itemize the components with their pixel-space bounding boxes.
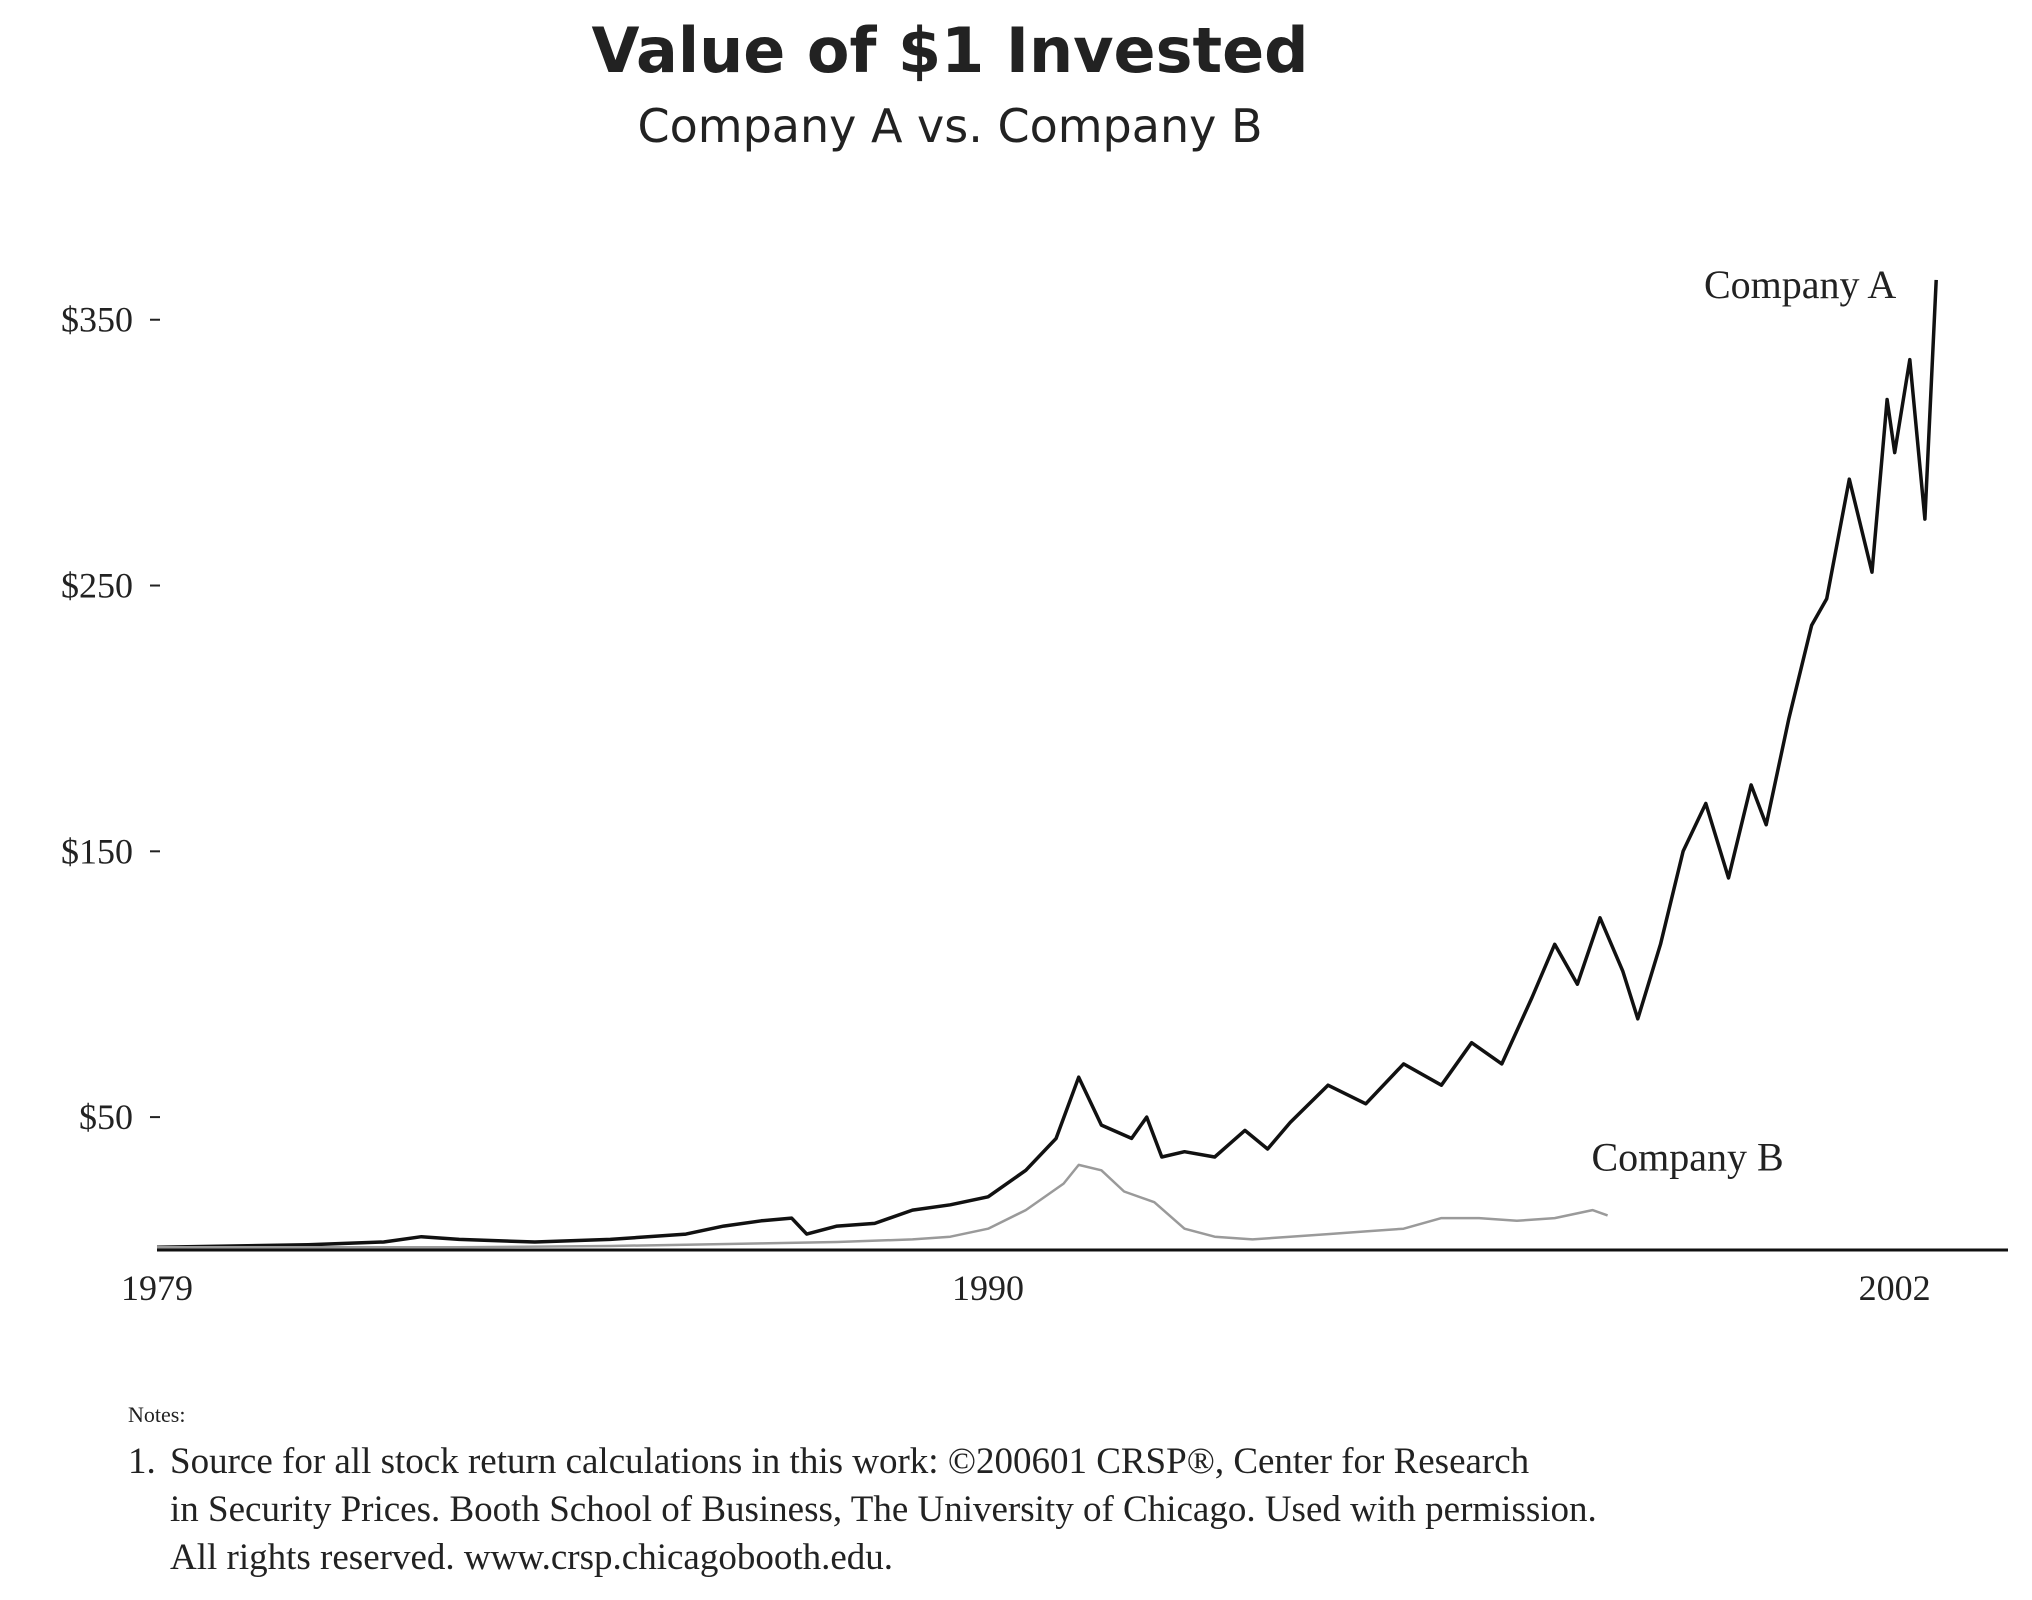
y-tick-label: $150 [61,831,133,871]
plot-area: $50 $150 $250 $350 1979 1990 2002 Company A Comp… [61,262,2008,1308]
note-text-1: Source for all stock return calculations… [170,1441,1530,1482]
x-tick-label: 1990 [952,1268,1024,1308]
series-label-company-a: Company A [1704,262,1896,307]
series-label-company-b: Company B [1591,1134,1783,1179]
note-line-3: All rights reserved. www.crsp.chicagoboo… [170,1537,894,1578]
series-line-company-b [157,1163,1609,1249]
note-line-1: 1. Source for all stock return calculatio… [128,1438,1928,1486]
x-tick-label: 1979 [121,1268,193,1308]
notes-section: Notes: 1. Source for all stock return cal… [128,1402,1928,1582]
y-tick-label: $250 [61,566,133,606]
y-tick-label: $50 [79,1097,133,1137]
x-tick-label: 2002 [1859,1268,1931,1308]
series-line-company-a [156,279,1938,1250]
chart-title: Value of $1 Invested [591,14,1308,87]
y-tick-label: $350 [61,300,133,340]
note-number: 1. [128,1441,156,1482]
chart-subtitle: Company A vs. Company B [638,99,1263,153]
note-line-2: in Security Prices. Booth School of Busi… [170,1489,1597,1530]
notes-heading: Notes: [128,1402,186,1427]
